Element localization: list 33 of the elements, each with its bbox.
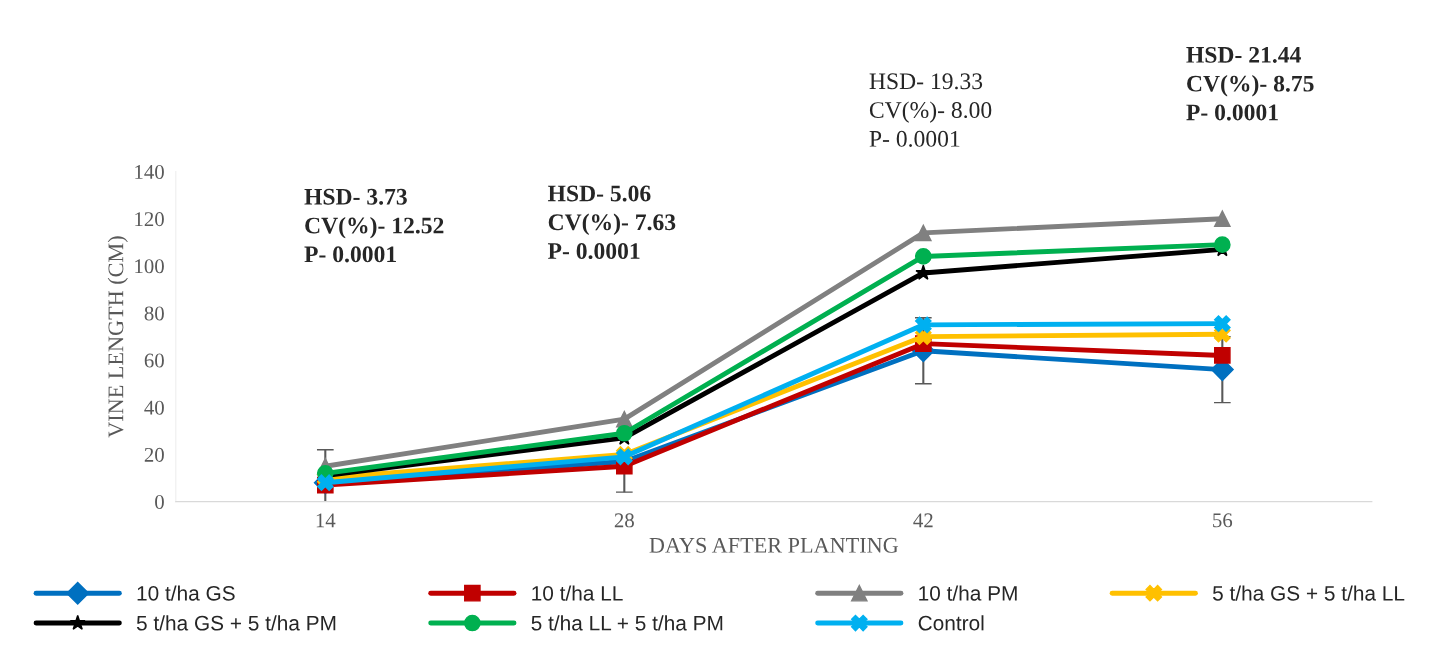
legend-label: 10 t/ha GS [137, 585, 235, 601]
legend-label: 5 t/ha GS + 5 t/ha LL [1212, 585, 1405, 601]
point [1213, 236, 1231, 254]
point [1213, 315, 1231, 332]
text: HSD- 19.33 CV(%)- 8.00 P- 0.0001 [869, 73, 992, 147]
y-tick-label: 20 [144, 447, 164, 462]
y-tick-label: 100 [135, 259, 164, 274]
point [914, 248, 932, 265]
legend-label: Control [918, 615, 984, 631]
y-tick-label: 0 [155, 494, 164, 510]
y-tick-label: 80 [144, 306, 164, 321]
y-tick-label: 120 [135, 212, 164, 227]
x-axis-title: DAYS AFTER PLANTING [649, 537, 899, 553]
x-tick-label: 42 [913, 513, 933, 528]
annotation: HSD- 3.73 CV(%)- 12.52 P- 0.0001 [304, 188, 444, 263]
y-axis-title: VINE LENGTH (CM) [107, 236, 128, 438]
point [914, 316, 932, 334]
text: HSD- 21.44 CV(%)- 8.75 P- 0.0001 [1186, 46, 1314, 121]
point [1213, 347, 1231, 364]
point [615, 424, 633, 442]
legend-label: 10 t/ha PM [919, 585, 1017, 601]
y-tick-label: 60 [144, 353, 164, 368]
x-tick-label: 56 [1213, 513, 1233, 528]
legend-label: 10 t/ha LL [532, 585, 623, 601]
y-tick-label: 40 [144, 400, 164, 415]
legend-label: 5 t/ha GS + 5 t/ha PM [136, 615, 336, 631]
point [1213, 210, 1231, 228]
x-tick-label: 28 [614, 513, 634, 528]
y-tick-label: 140 [135, 164, 164, 180]
x-tick-label: 14 [316, 513, 336, 528]
annotation: HSD- 5.06 CV(%)- 7.63 P- 0.0001 [547, 185, 676, 260]
legend-label: 5 t/ha LL + 5 t/ha PM [531, 615, 723, 631]
point [914, 224, 932, 242]
